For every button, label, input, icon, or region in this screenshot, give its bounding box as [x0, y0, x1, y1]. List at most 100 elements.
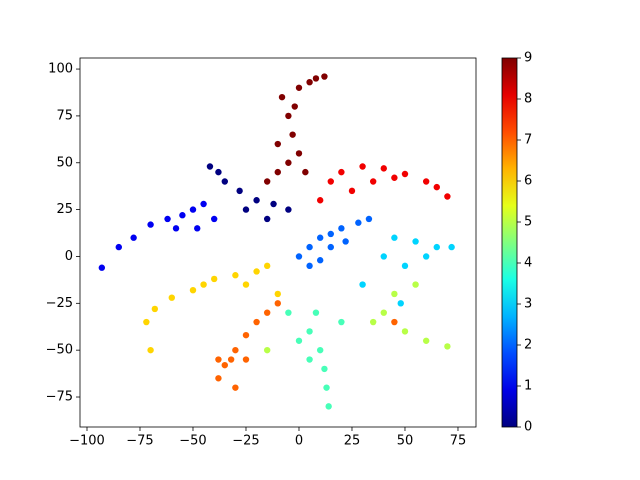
- colorbar-tick-label: 7: [524, 133, 532, 148]
- point: [365, 215, 373, 223]
- point: [321, 365, 328, 373]
- point: [270, 200, 277, 208]
- point: [210, 275, 218, 283]
- point: [316, 257, 324, 264]
- point: [189, 206, 197, 213]
- point: [263, 309, 271, 316]
- x-tick-label: −25: [232, 434, 259, 449]
- point: [306, 243, 313, 251]
- point: [147, 346, 154, 354]
- colorbar-tick-label: 1: [524, 379, 532, 394]
- point: [274, 140, 281, 148]
- x-tick-label: −75: [126, 434, 153, 449]
- point: [321, 73, 328, 80]
- colorbar-tick-label: 6: [524, 174, 532, 189]
- point: [359, 281, 366, 288]
- point: [433, 243, 440, 251]
- point: [143, 318, 150, 326]
- point: [278, 93, 286, 101]
- point: [355, 219, 362, 226]
- point: [369, 178, 377, 185]
- point: [325, 403, 332, 410]
- point: [263, 215, 271, 223]
- y-tick-label: 75: [56, 108, 73, 123]
- x-tick-label: 50: [397, 434, 414, 449]
- point: [200, 281, 207, 288]
- point: [323, 384, 330, 391]
- point: [221, 361, 228, 369]
- point: [316, 197, 324, 204]
- point: [295, 253, 303, 260]
- y-tick-label: 100: [48, 62, 73, 77]
- point: [221, 178, 228, 185]
- point: [359, 163, 366, 170]
- point: [232, 346, 239, 354]
- point: [242, 356, 250, 363]
- point: [274, 290, 281, 298]
- point: [168, 294, 175, 301]
- y-tick-label: −50: [46, 343, 73, 358]
- point: [422, 178, 430, 185]
- x-tick-label: 75: [450, 434, 467, 449]
- point: [274, 168, 281, 176]
- point: [215, 168, 222, 176]
- y-tick-label: 0: [65, 249, 73, 264]
- colorbar-tick-label: 9: [524, 51, 532, 66]
- point: [242, 206, 250, 213]
- point: [253, 268, 260, 275]
- point: [189, 286, 197, 294]
- point: [227, 356, 235, 363]
- point: [242, 281, 250, 288]
- plot-frame: [79, 57, 477, 428]
- point: [380, 253, 387, 260]
- colorbar-tick-label: 2: [524, 338, 532, 353]
- point: [306, 356, 313, 363]
- point: [274, 300, 281, 307]
- point: [210, 215, 218, 223]
- point: [285, 309, 292, 316]
- point: [444, 193, 451, 200]
- point: [263, 262, 271, 270]
- point: [147, 221, 154, 228]
- point: [312, 309, 320, 316]
- y-tick-label: −75: [46, 390, 73, 405]
- point: [316, 234, 324, 241]
- point: [194, 225, 201, 232]
- colorbar-tick-label: 3: [524, 297, 532, 312]
- point: [448, 243, 455, 251]
- x-tick-label: 0: [295, 434, 303, 449]
- point: [289, 131, 296, 138]
- point: [164, 215, 171, 223]
- point: [412, 238, 419, 245]
- point: [312, 75, 320, 82]
- point: [285, 112, 292, 120]
- point: [236, 187, 243, 195]
- colorbar-tick-label: 5: [524, 215, 532, 230]
- point: [327, 178, 334, 185]
- point: [401, 170, 409, 178]
- point: [391, 174, 398, 181]
- point: [327, 243, 334, 251]
- point: [98, 264, 106, 271]
- point: [338, 168, 345, 176]
- y-tick-label: 25: [56, 202, 73, 217]
- point: [179, 212, 186, 219]
- point: [306, 262, 313, 270]
- point: [369, 318, 377, 326]
- point: [391, 290, 398, 298]
- point: [306, 78, 313, 86]
- point: [348, 187, 356, 195]
- point: [232, 272, 239, 279]
- point: [444, 343, 451, 350]
- point: [291, 103, 298, 110]
- point: [253, 197, 260, 204]
- x-tick-label: 25: [344, 434, 361, 449]
- point: [342, 238, 349, 245]
- point: [391, 318, 398, 326]
- point: [215, 375, 222, 382]
- point: [263, 178, 271, 185]
- colorbar-tick-label: 0: [524, 420, 532, 435]
- point: [285, 159, 292, 166]
- y-tick-label: 50: [56, 155, 73, 170]
